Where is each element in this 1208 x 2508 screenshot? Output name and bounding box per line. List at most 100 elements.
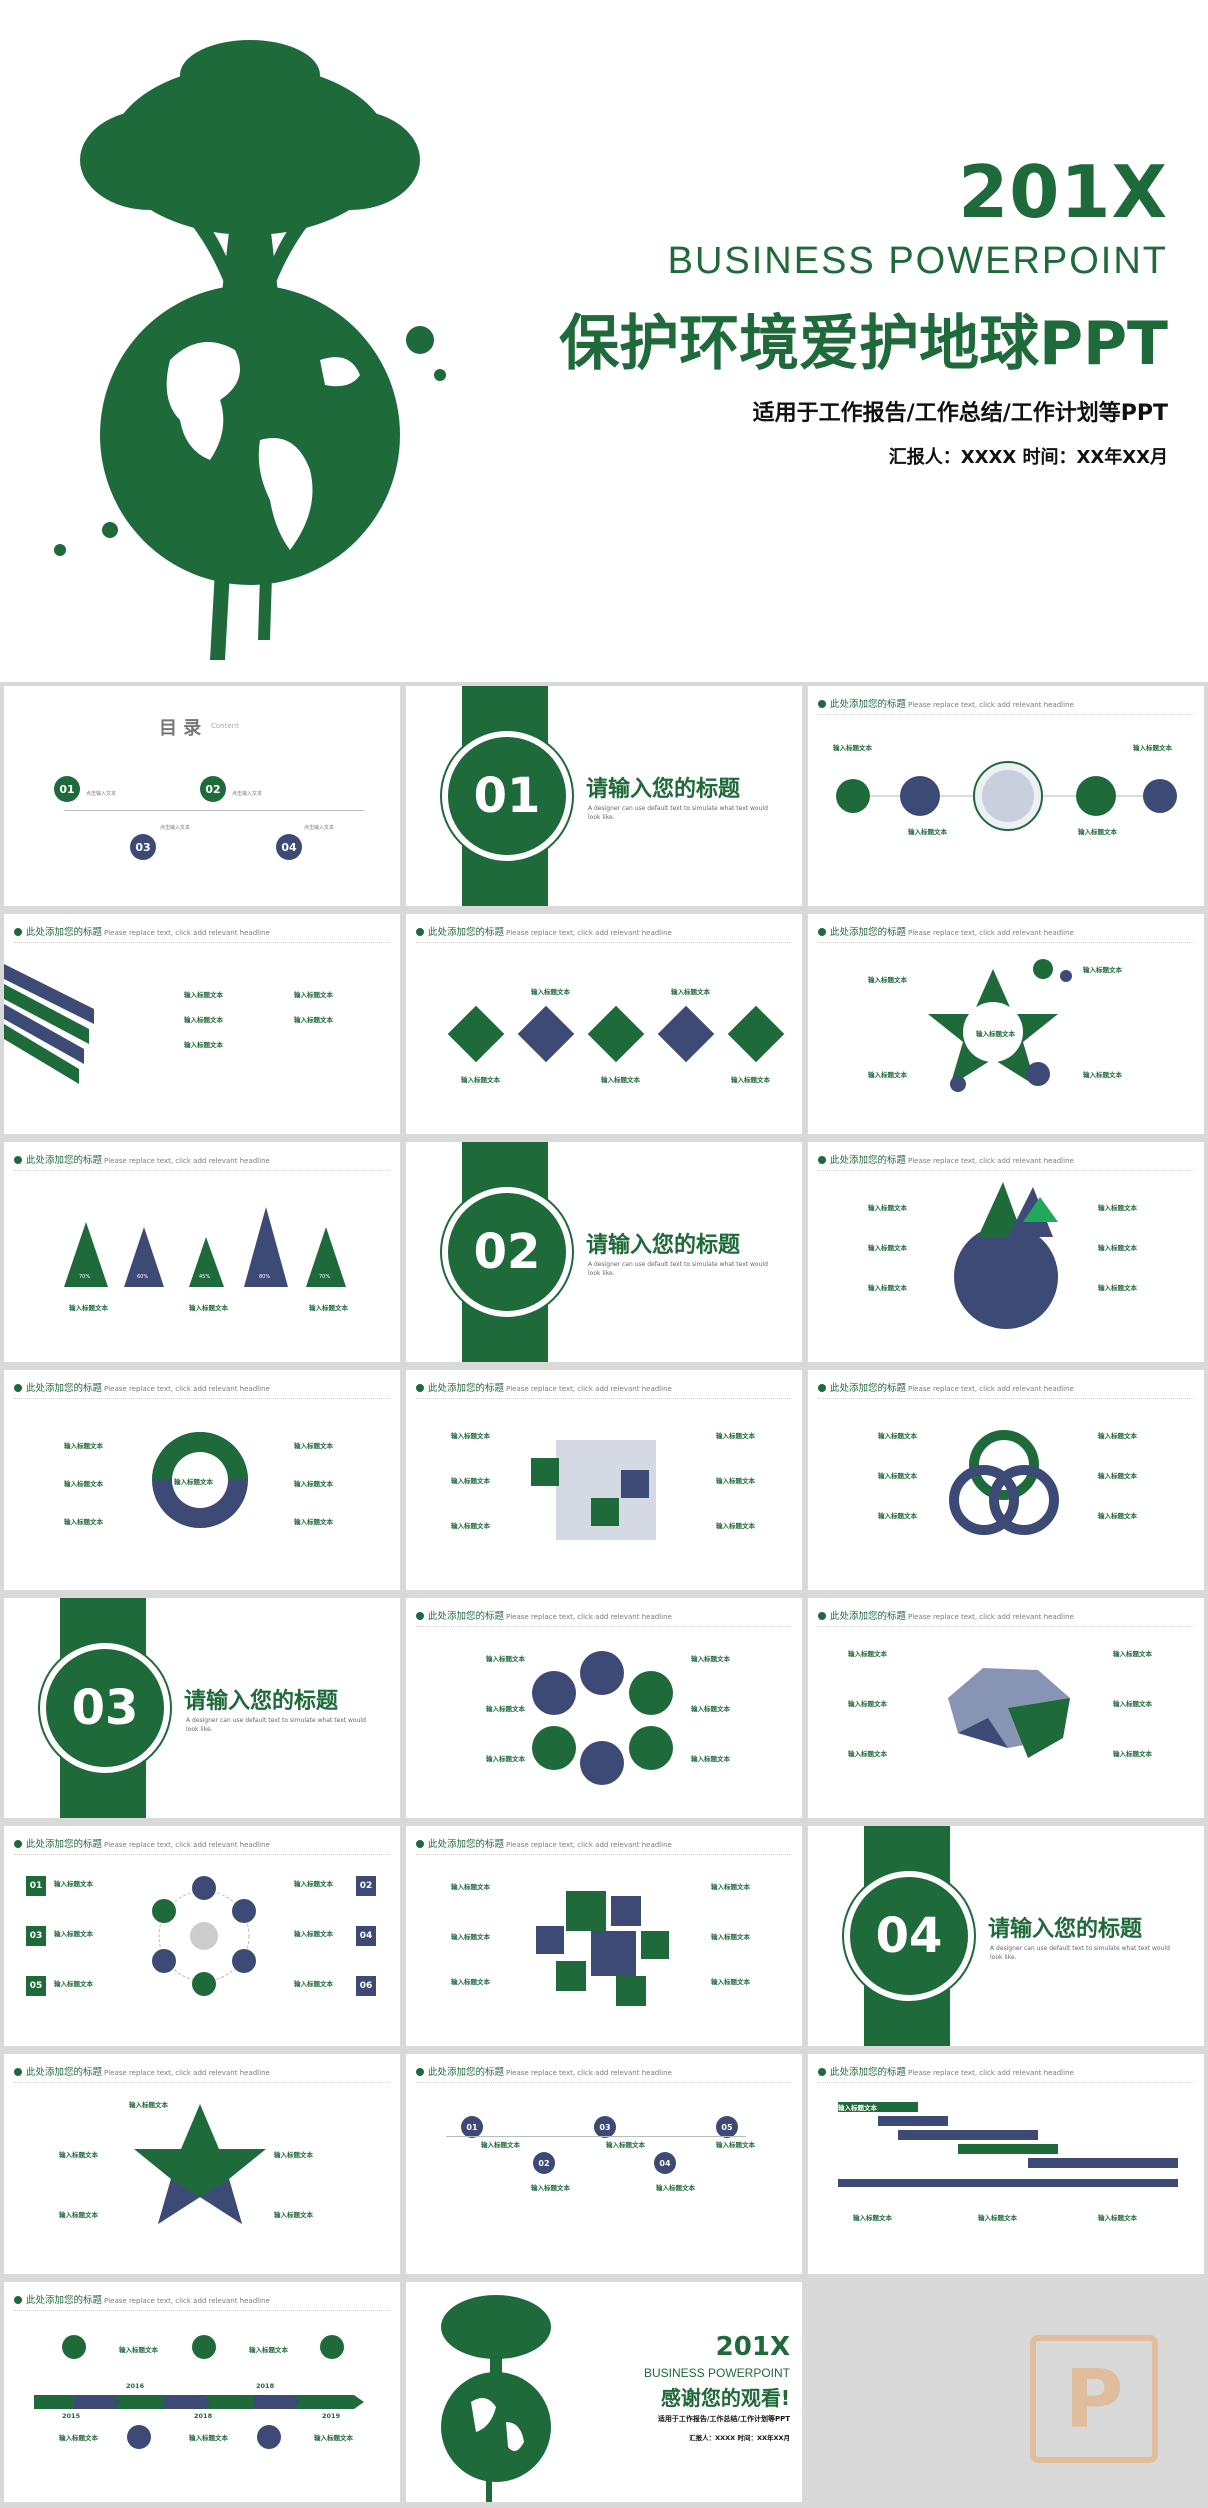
item-title: 输入标题文本	[69, 1304, 108, 1312]
item-title: 输入标题文本	[716, 2141, 755, 2149]
hub-graphic	[152, 1876, 256, 1996]
item-title: 输入标题文本	[1098, 1244, 1137, 1252]
slide-header: 此处添加您的标题 Please replace text, click add r…	[818, 1608, 1194, 1627]
slide-process[interactable]: 此处添加您的标题 Please replace text, click add r…	[406, 2054, 802, 2274]
item-title: 输入标题文本	[878, 1432, 917, 1440]
slide-star[interactable]: 此处添加您的标题 Please replace text, click add r…	[808, 914, 1204, 1134]
slide-icons-world[interactable]: 此处添加您的标题 Please replace text, click add r…	[808, 686, 1204, 906]
ending-title: 感谢您的观看!	[660, 2386, 790, 2410]
slide-puzzle[interactable]: 此处添加您的标题 Please replace text, click add r…	[406, 1370, 802, 1590]
item-title: 输入标题文本	[451, 1883, 490, 1891]
item-title: 输入标题文本	[486, 1705, 525, 1713]
ending-description: 适用于工作报告/工作总结/工作计划等PPT	[657, 2415, 790, 2423]
slide-gantt[interactable]: 此处添加您的标题 Please replace text, click add r…	[808, 2054, 1204, 2274]
item-title: 输入标题文本	[848, 1650, 887, 1658]
item-title: 输入标题文本	[691, 1755, 730, 1763]
item-title: 输入标题文本	[711, 1978, 750, 1986]
item-title: 输入标题文本	[1098, 1472, 1137, 1480]
slide-toc[interactable]: 目 录 Content 01 02 03 04 点击输入文本 点击输入文本 点击…	[4, 686, 400, 906]
ending-year: 201X	[715, 2332, 790, 2362]
layers-graphic	[4, 964, 94, 1084]
item-title: 输入标题文本	[294, 1980, 333, 1988]
item-title: 输入标题文本	[878, 1472, 917, 1480]
slide-section-04[interactable]: 04 请输入您的标题 A designer can use default te…	[808, 1826, 1204, 2046]
item-title: 输入标题文本	[1113, 1650, 1152, 1658]
item-title: 输入标题文本	[119, 2346, 158, 2354]
slide-header: 此处添加您的标题 Please replace text, click add r…	[818, 1152, 1194, 1171]
tiles-graphic	[536, 1891, 669, 2006]
cover-slide[interactable]: 201X BUSINESS POWERPOINT 保护环境爱护地球PPT 适用于…	[0, 0, 1208, 682]
ending-reporter: 汇报人：XXXX 时间：XX年XX月	[689, 2434, 790, 2442]
toc-title: 目 录	[159, 718, 202, 739]
item-title: 输入标题文本	[716, 1477, 755, 1485]
cover-description: 适用于工作报告/工作总结/工作计划等PPT	[752, 401, 1168, 426]
section-number: 02	[442, 1187, 572, 1317]
item-title: 输入标题文本	[451, 1933, 490, 1941]
slide-hub[interactable]: 此处添加您的标题 Please replace text, click add r…	[4, 1826, 400, 2046]
slide-header: 此处添加您的标题 Please replace text, click add r…	[818, 924, 1194, 943]
item-title: 输入标题文本	[731, 1076, 770, 1084]
slide-header: 此处添加您的标题 Please replace text, click add r…	[14, 924, 390, 943]
slide-header: 此处添加您的标题 Please replace text, click add r…	[818, 696, 1194, 715]
slide-cones[interactable]: 此处添加您的标题 Please replace text, click add r…	[4, 1142, 400, 1362]
ending-subtitle-en: BUSINESS POWERPOINT	[643, 2366, 790, 2380]
item-title: 输入标题文本	[531, 988, 570, 996]
item-title: 输入标题文本	[189, 1304, 228, 1312]
slide-petals[interactable]: 此处添加您的标题 Please replace text, click add r…	[406, 1598, 802, 1818]
center-label: 输入标题文本	[174, 1478, 213, 1486]
timeline-year: 2015	[62, 2412, 81, 2420]
slide-diamonds[interactable]: 此处添加您的标题 Please replace text, click add r…	[406, 914, 802, 1134]
slide-header: 此处添加您的标题 Please replace text, click add r…	[14, 1152, 390, 1171]
slide-header: 此处添加您的标题 Please replace text, click add r…	[416, 924, 792, 943]
section-desc: A designer can use default text to simul…	[588, 805, 768, 821]
slide-globe-mountains[interactable]: 此处添加您的标题 Please replace text, click add r…	[808, 1142, 1204, 1362]
slide-tiles[interactable]: 此处添加您的标题 Please replace text, click add r…	[406, 1826, 802, 2046]
item-title: 输入标题文本	[184, 991, 223, 999]
item-title: 输入标题文本	[189, 2434, 228, 2442]
item-title: 输入标题文本	[274, 2151, 313, 2159]
section-desc: A designer can use default text to simul…	[186, 1717, 366, 1733]
item-title: 输入标题文本	[1083, 966, 1122, 974]
item-title: 输入标题文本	[294, 991, 333, 999]
watermark-logo: P	[1030, 2335, 1158, 2463]
slide-three-rings[interactable]: 此处添加您的标题 Please replace text, click add r…	[808, 1370, 1204, 1590]
item-title: 输入标题文本	[1098, 1432, 1137, 1440]
item-title: 输入标题文本	[716, 1522, 755, 1530]
item-title: 输入标题文本	[294, 1880, 333, 1888]
puzzle-graphic	[531, 1440, 656, 1540]
cover-title: 保护环境爱护地球PPT	[559, 309, 1168, 379]
slide-ending[interactable]: 201X BUSINESS POWERPOINT 感谢您的观看! 适用于工作报告…	[406, 2282, 802, 2502]
process-number: 05	[716, 2116, 738, 2138]
item-title: 输入标题文本	[656, 2184, 695, 2192]
slide-star-puzzle[interactable]: 此处添加您的标题 Please replace text, click add r…	[4, 2054, 400, 2274]
slide-section-03[interactable]: 03 请输入您的标题 A designer can use default te…	[4, 1598, 400, 1818]
item-title: 输入标题文本	[274, 2211, 313, 2219]
slide-section-02[interactable]: 02 请输入您的标题 A designer can use default te…	[406, 1142, 802, 1362]
item-title: 输入标题文本	[1113, 1750, 1152, 1758]
item-title: 输入标题文本	[1083, 1071, 1122, 1079]
item-title: 输入标题文本	[481, 2141, 520, 2149]
slide-header: 此处添加您的标题 Please replace text, click add r…	[416, 1380, 792, 1399]
slide-brain-lowpoly[interactable]: 此处添加您的标题 Please replace text, click add r…	[808, 1598, 1204, 1818]
toc-line	[64, 810, 364, 811]
number-badge: 05	[26, 1976, 46, 1996]
item-title: 输入标题文本	[691, 1705, 730, 1713]
slide-section-01[interactable]: 01 请输入您的标题 A designer can use default te…	[406, 686, 802, 906]
number-badge: 02	[356, 1876, 376, 1896]
toc-item-label: 点击输入文本	[304, 825, 335, 831]
slide-pentagon[interactable]: 此处添加您的标题 Please replace text, click add r…	[4, 1370, 400, 1590]
cover-reporter: 汇报人：XXXX 时间：XX年XX月	[888, 447, 1168, 468]
slide-header: 此处添加您的标题 Please replace text, click add r…	[416, 2064, 792, 2083]
slide-layers[interactable]: 此处添加您的标题 Please replace text, click add r…	[4, 914, 400, 1134]
cover-subtitle-en: BUSINESS POWERPOINT	[667, 240, 1168, 282]
item-title: 输入标题文本	[978, 2214, 1017, 2222]
item-title: 输入标题文本	[1098, 1512, 1137, 1520]
tree-earth-illustration	[54, 40, 446, 660]
item-title: 输入标题文本	[848, 1700, 887, 1708]
item-title: 输入标题文本	[833, 744, 872, 752]
slide-timeline[interactable]: 此处添加您的标题 Please replace text, click add r…	[4, 2282, 400, 2502]
cover-year: 201X	[958, 150, 1168, 234]
percent-label: 45%	[199, 1274, 211, 1280]
item-title: 输入标题文本	[1078, 828, 1117, 836]
item-title: 输入标题文本	[249, 2346, 288, 2354]
